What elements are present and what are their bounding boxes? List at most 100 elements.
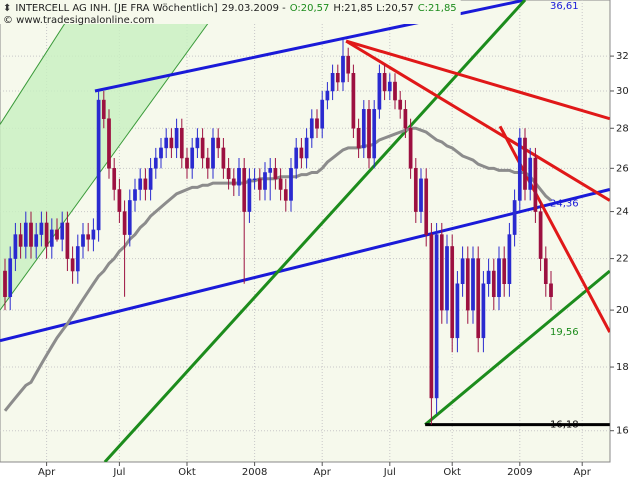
y-tick-label: 16 bbox=[616, 426, 629, 437]
candle-body bbox=[403, 109, 408, 129]
candle-body bbox=[309, 118, 314, 139]
header-date: 29.03.2009 - bbox=[222, 3, 286, 14]
candle-body bbox=[96, 99, 101, 231]
annotation-label: 24,36 bbox=[550, 199, 579, 210]
x-tick-label: Jul bbox=[112, 467, 125, 478]
candle-body bbox=[289, 168, 293, 201]
x-tick-label: Jul bbox=[383, 467, 396, 478]
header: ⬍ INTERCELL AG INH. [JE FRA Wöchentlich] 2… bbox=[0, 0, 461, 26]
candle-body bbox=[517, 137, 522, 201]
candle-body bbox=[221, 147, 226, 169]
trendline bbox=[345, 39, 610, 202]
candle-body bbox=[502, 258, 507, 284]
trendline bbox=[424, 269, 610, 426]
y-tick-label: 18 bbox=[616, 362, 629, 373]
y-tick-label: 26 bbox=[616, 163, 629, 174]
candle-body bbox=[268, 168, 273, 173]
y-tick-label: 30 bbox=[616, 86, 629, 97]
candle-body bbox=[523, 137, 527, 190]
candle-body bbox=[101, 99, 106, 119]
candle-body bbox=[153, 157, 158, 169]
x-tick-label: Okt bbox=[443, 467, 461, 478]
candle-body bbox=[247, 178, 252, 212]
x-tick-label: 2008 bbox=[242, 467, 267, 478]
candle-body bbox=[283, 189, 288, 201]
candle-body bbox=[200, 137, 205, 159]
annotation-label: 36,61 bbox=[550, 1, 579, 12]
candle-body bbox=[429, 234, 434, 399]
candle-body bbox=[112, 168, 117, 190]
candle-body bbox=[122, 211, 127, 235]
candle-body bbox=[273, 168, 278, 180]
x-tick-label: Apr bbox=[38, 467, 56, 478]
y-tick-label: 32 bbox=[616, 51, 629, 62]
channel-line bbox=[0, 0, 226, 311]
y-tick-label: 22 bbox=[616, 254, 629, 265]
x-tick-label: Apr bbox=[314, 467, 332, 478]
candle-body bbox=[278, 178, 283, 190]
candle-body bbox=[361, 109, 366, 149]
candle-body bbox=[387, 81, 392, 92]
y-tick-label: 24 bbox=[616, 207, 629, 218]
candle-body bbox=[450, 246, 455, 339]
candle-body bbox=[39, 222, 44, 235]
candle-body bbox=[476, 258, 481, 339]
x-tick-label: Apr bbox=[574, 467, 592, 478]
candle-body bbox=[439, 234, 444, 311]
candle-body bbox=[174, 128, 179, 149]
candle-body bbox=[231, 178, 236, 186]
candle-body bbox=[252, 178, 257, 181]
trendline bbox=[345, 39, 610, 121]
candle-body bbox=[497, 258, 501, 298]
header-icon: ⬍ bbox=[3, 3, 11, 14]
candle-body bbox=[346, 55, 351, 74]
candle-body bbox=[34, 234, 39, 247]
candle-body bbox=[325, 90, 330, 101]
candle-body bbox=[304, 137, 309, 159]
header-open: O:20,57 bbox=[290, 3, 330, 14]
candle-body bbox=[179, 128, 184, 159]
candle-body bbox=[23, 222, 28, 247]
candle-body bbox=[263, 172, 267, 190]
candle-body bbox=[445, 246, 449, 311]
plot-layer bbox=[0, 0, 610, 462]
candle-body bbox=[351, 73, 356, 129]
candle-body bbox=[169, 137, 174, 149]
candle-body bbox=[242, 168, 247, 212]
candle-body bbox=[44, 222, 49, 247]
candle-body bbox=[413, 168, 418, 212]
annotation-label: 19,56 bbox=[550, 327, 579, 338]
candle-body bbox=[55, 229, 59, 240]
candle-body bbox=[538, 211, 543, 259]
y-tick-label: 20 bbox=[616, 305, 629, 316]
x-tick-label: 2009 bbox=[507, 467, 532, 478]
candle-body bbox=[164, 137, 169, 149]
candle-body bbox=[257, 178, 262, 190]
candle-body bbox=[507, 234, 512, 284]
candle-body bbox=[434, 234, 439, 399]
header-copyright: © www.tradesignalonline.com bbox=[3, 15, 154, 26]
candle-body bbox=[148, 168, 153, 190]
candle-body bbox=[335, 73, 340, 83]
candle-body bbox=[393, 81, 397, 101]
candle-body bbox=[13, 234, 18, 259]
axes-layer: 16 18 20 22 24 26 28 30 32 Apr Jul Okt 2008 Apr Jul Okt… bbox=[38, 1, 629, 478]
y-tick-label: 28 bbox=[616, 123, 629, 134]
candle-body bbox=[486, 270, 491, 284]
header-high-low: H:21,85 L:20,57 bbox=[333, 3, 413, 14]
trendline bbox=[103, 0, 527, 462]
candle-body bbox=[491, 270, 496, 298]
header-close: C:21,85 bbox=[418, 3, 457, 14]
header-background bbox=[0, 0, 461, 24]
candle-body bbox=[86, 234, 91, 240]
candle-body bbox=[65, 222, 70, 259]
candle-body bbox=[81, 234, 85, 247]
candle-body bbox=[419, 178, 423, 212]
candle-body bbox=[377, 73, 382, 110]
candle-body bbox=[465, 258, 470, 311]
candle-body bbox=[549, 283, 553, 298]
annotation-label: 16,18 bbox=[550, 420, 579, 431]
candle-body bbox=[330, 73, 335, 92]
candle-body bbox=[372, 109, 377, 159]
candle-body bbox=[127, 200, 132, 235]
